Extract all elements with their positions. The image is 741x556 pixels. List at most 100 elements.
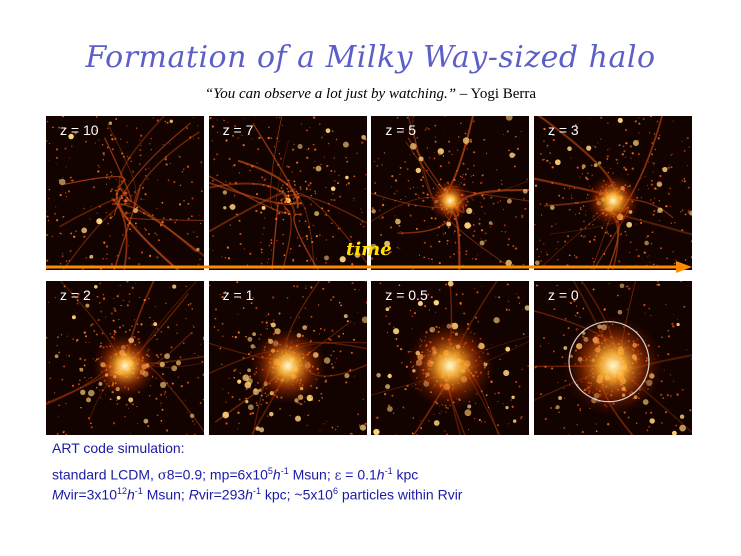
caption-l3-h1: h (127, 486, 135, 503)
particle (54, 212, 57, 215)
particle (649, 199, 652, 201)
particle (237, 137, 239, 139)
caption-l2-h1: h (272, 466, 281, 483)
particle (619, 283, 625, 289)
particle (143, 418, 149, 424)
particle (350, 351, 353, 354)
particle (266, 262, 268, 264)
particle (558, 411, 560, 414)
particle (499, 358, 502, 361)
particle (251, 332, 256, 336)
particle (241, 134, 243, 136)
particle (433, 157, 436, 160)
particle (52, 126, 54, 129)
particle (122, 324, 125, 327)
particle (331, 296, 335, 299)
particle (494, 393, 497, 395)
particle (170, 387, 172, 389)
particle (84, 331, 86, 334)
particle (92, 179, 94, 181)
particle (384, 240, 391, 247)
particle (182, 342, 185, 345)
particle (463, 312, 466, 315)
particle (374, 160, 376, 162)
particle (353, 375, 355, 377)
particle (335, 358, 337, 360)
particle (320, 207, 323, 210)
particle (76, 338, 79, 342)
particle (607, 149, 609, 151)
particle (656, 283, 659, 286)
particle (420, 420, 422, 422)
particle (563, 427, 565, 429)
particle (506, 116, 513, 121)
particle (389, 250, 393, 253)
particle (69, 249, 72, 252)
particle (120, 180, 124, 183)
particle (69, 176, 72, 179)
particle (327, 342, 329, 344)
particle (448, 140, 451, 143)
particle (688, 146, 690, 148)
particle (75, 341, 77, 343)
particle (223, 416, 225, 418)
particle (141, 186, 144, 189)
particle (331, 329, 334, 332)
particle (130, 160, 132, 162)
particle (556, 284, 558, 287)
particle (352, 338, 355, 341)
particle (128, 221, 131, 225)
particle (363, 254, 366, 257)
particle (74, 132, 77, 135)
quote-line: “You can observe a lot just by watching.… (0, 86, 741, 103)
particle (628, 287, 631, 290)
particle (225, 422, 228, 425)
particle (176, 332, 178, 334)
particle (197, 125, 199, 127)
particle (482, 174, 485, 177)
redshift-label: z = 7 (222, 122, 254, 138)
particle (580, 316, 582, 319)
particle (600, 138, 602, 140)
particle (105, 212, 107, 214)
particle (551, 182, 553, 184)
particle (128, 156, 131, 159)
particle (304, 220, 307, 223)
particle (284, 195, 287, 198)
particle (278, 117, 281, 119)
particle (102, 293, 105, 296)
particle (665, 303, 667, 305)
particle (545, 202, 548, 205)
particle (248, 252, 252, 255)
particle (214, 308, 217, 311)
particle (549, 162, 551, 164)
particle (265, 315, 267, 317)
particle (539, 203, 542, 206)
particle (625, 285, 628, 288)
particle (289, 251, 291, 253)
particle (402, 406, 405, 409)
caption-l3-b: vir=3x10 (63, 486, 117, 503)
particle (429, 157, 431, 159)
particle (460, 122, 462, 124)
particle (246, 134, 248, 136)
particle (581, 167, 585, 170)
particle (552, 133, 555, 137)
particle (643, 303, 646, 306)
particle (294, 214, 296, 216)
particle (222, 190, 227, 195)
particle (156, 234, 158, 236)
particle (185, 317, 187, 320)
particle (239, 297, 242, 300)
virial-radius-circle (568, 321, 650, 403)
particle (645, 236, 648, 239)
particle (652, 213, 655, 216)
particle (132, 171, 134, 173)
particle (90, 324, 93, 327)
particle (511, 405, 515, 408)
caption-l3-r: R (188, 486, 199, 503)
particle (71, 145, 73, 147)
particle (523, 188, 529, 194)
particle (681, 388, 684, 391)
particle (48, 159, 50, 161)
